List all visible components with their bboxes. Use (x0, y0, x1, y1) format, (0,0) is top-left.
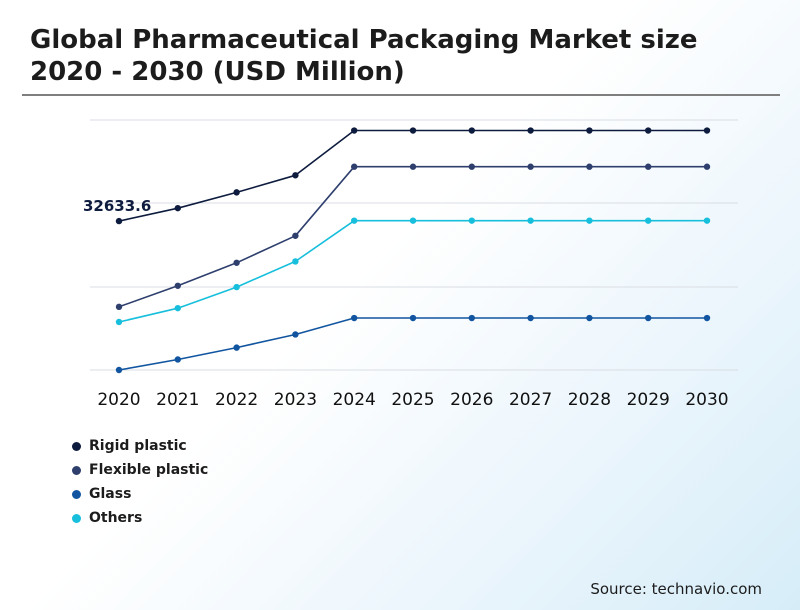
point-rigid-plastic-2023 (292, 172, 299, 179)
source-credit: Source: technavio.com (590, 580, 762, 598)
legend-item-glass: Glass (72, 482, 208, 506)
x-tick-label-2030: 2030 (685, 390, 728, 410)
chart-legend: Rigid plastic Flexible plastic Glass Others (72, 434, 208, 530)
x-tick-label-2029: 2029 (627, 390, 670, 410)
point-flexible-plastic-2021 (174, 282, 181, 289)
x-tick-label-2025: 2025 (391, 390, 434, 410)
point-glass-2027 (527, 314, 534, 322)
point-others-2026 (468, 217, 475, 224)
x-tick-label-2020: 2020 (97, 390, 140, 410)
legend-marker-others (72, 513, 81, 523)
point-glass-2021 (174, 356, 181, 363)
point-others-2025 (409, 217, 417, 224)
point-others-2028 (586, 217, 593, 224)
point-glass-2023 (292, 331, 299, 338)
point-rigid-plastic-2026 (468, 127, 475, 134)
series-line-flexible-plastic (118, 165, 707, 308)
point-others-2029 (645, 217, 652, 224)
chart-title: Global Pharmaceutical Packaging Market s… (30, 25, 698, 87)
point-others-2022 (233, 283, 240, 291)
point-rigid-plastic-2022 (233, 189, 240, 196)
point-flexible-plastic-2020 (115, 303, 123, 311)
point-glass-2025 (409, 314, 417, 322)
legend-label-flexible-plastic: Flexible plastic (89, 462, 209, 478)
legend-label-glass: Glass (89, 486, 132, 502)
point-rigid-plastic-2028 (586, 127, 593, 134)
point-glass-2022 (233, 344, 240, 351)
point-glass-2020 (115, 366, 123, 374)
x-tick-label-2024: 2024 (333, 390, 376, 410)
legend-item-flexible-plastic: Flexible plastic (72, 458, 208, 482)
point-rigid-plastic-2030 (703, 127, 711, 134)
legend-marker-rigid-plastic (72, 441, 81, 451)
legend-label-others: Others (89, 510, 143, 526)
x-tick-label-2027: 2027 (509, 390, 552, 410)
point-others-2027 (527, 217, 534, 224)
point-rigid-plastic-2024 (351, 127, 358, 134)
x-tick-label-2021: 2021 (156, 390, 199, 410)
point-rigid-plastic-2025 (409, 127, 417, 134)
point-others-2023 (292, 258, 299, 265)
series-line-glass (118, 317, 707, 371)
point-glass-2030 (703, 314, 711, 322)
point-flexible-plastic-2029 (645, 163, 652, 170)
point-glass-2024 (351, 314, 358, 322)
x-tick-label-2028: 2028 (568, 390, 611, 410)
point-flexible-plastic-2028 (586, 163, 593, 170)
title-divider (22, 94, 780, 96)
point-glass-2026 (468, 314, 475, 322)
point-rigid-plastic-2021 (174, 204, 181, 212)
point-rigid-plastic-2020 (115, 217, 123, 225)
point-flexible-plastic-2027 (527, 163, 534, 170)
point-others-2024 (351, 217, 358, 224)
point-flexible-plastic-2025 (409, 163, 417, 170)
series-line-rigid-plastic (118, 129, 707, 222)
point-glass-2028 (586, 314, 593, 322)
x-tick-label-2026: 2026 (450, 390, 493, 410)
point-flexible-plastic-2024 (351, 163, 358, 170)
series-line-others (118, 219, 707, 323)
legend-marker-flexible-plastic (72, 465, 81, 475)
point-others-2020 (115, 318, 123, 326)
point-flexible-plastic-2026 (468, 163, 475, 170)
point-rigid-plastic-2027 (527, 127, 534, 134)
legend-item-others: Others (72, 506, 208, 530)
legend-marker-glass (72, 489, 81, 499)
x-tick-label-2022: 2022 (215, 390, 258, 410)
legend-label-rigid-plastic: Rigid plastic (89, 438, 187, 454)
point-flexible-plastic-2023 (292, 232, 299, 239)
x-tick-label-2023: 2023 (274, 390, 317, 410)
data-label-0: 32633.6 (83, 197, 151, 215)
point-others-2021 (174, 304, 181, 312)
point-others-2030 (703, 217, 711, 224)
legend-item-rigid-plastic: Rigid plastic (72, 434, 208, 458)
point-rigid-plastic-2029 (645, 127, 652, 134)
point-glass-2029 (645, 314, 652, 322)
point-flexible-plastic-2022 (233, 259, 240, 266)
point-flexible-plastic-2030 (703, 163, 711, 170)
